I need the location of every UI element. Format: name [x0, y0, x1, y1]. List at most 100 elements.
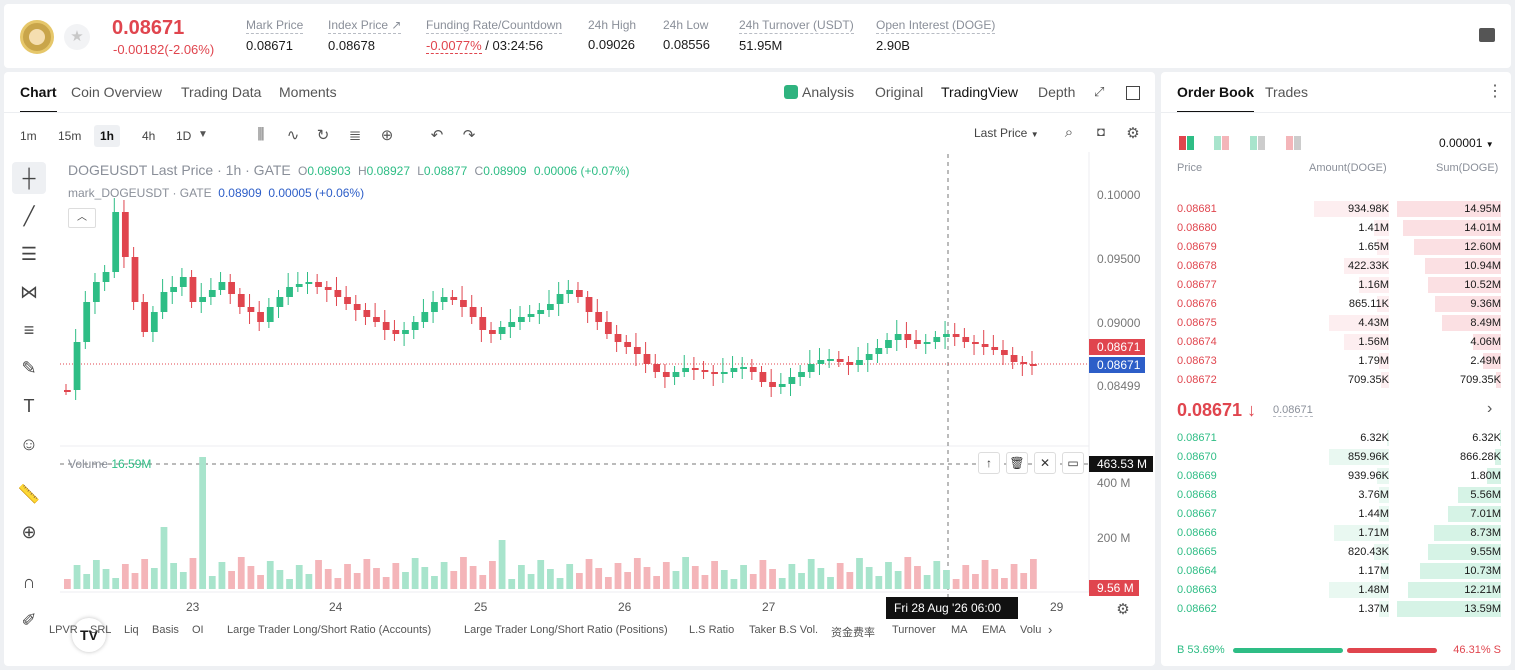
ask-row[interactable]: 0.08680 1.41M 14.01M [1177, 219, 1501, 238]
indicator-ls-positions[interactable]: Large Trader Long/Short Ratio (Positions… [464, 624, 668, 636]
stat-index-price[interactable]: Index Price ↗ 0.08678 [328, 18, 402, 53]
ask-row[interactable]: 0.08672 709.35K 709.35K [1177, 371, 1501, 390]
bid-row[interactable]: 0.08668 3.76M 5.56M [1177, 486, 1501, 505]
bid-row[interactable]: 0.08665 820.43K 9.55M [1177, 543, 1501, 562]
bid-row[interactable]: 0.08663 1.48M 12.21M [1177, 581, 1501, 600]
price-source-select[interactable]: Last Price ▼ [974, 126, 1039, 140]
indicators-icon[interactable]: ∿ [286, 127, 300, 144]
ask-row[interactable]: 0.08675 4.43M 8.49M [1177, 314, 1501, 333]
ask-row[interactable]: 0.08679 1.65M 12.60M [1177, 238, 1501, 257]
tab-tradingview[interactable]: TradingView [941, 84, 1019, 100]
pencil-lock-icon[interactable]: ✐ [21, 610, 37, 630]
tab-trading-data[interactable]: Trading Data [181, 84, 262, 100]
add-alert-icon[interactable]: ⊕ [380, 127, 394, 144]
timeframe-1m[interactable]: 1m [20, 129, 37, 143]
indicator-turnover[interactable]: Turnover [892, 624, 936, 636]
timeframe-dropdown-icon[interactable]: ▼ [198, 129, 208, 140]
ask-row[interactable]: 0.08674 1.56M 4.06M [1177, 333, 1501, 352]
collapse-legend-button[interactable]: ︿ [68, 208, 96, 228]
ask-row[interactable]: 0.08676 865.11K 9.36M [1177, 295, 1501, 314]
stat-24h-turnover[interactable]: 24h Turnover (USDT) 51.95M [739, 18, 854, 53]
crosshair-icon[interactable]: ┼ [12, 162, 46, 194]
book-icon[interactable] [1479, 28, 1495, 42]
ask-row[interactable]: 0.08678 422.33K 10.94M [1177, 257, 1501, 276]
candlestick-chart[interactable] [4, 72, 1155, 666]
tab-depth[interactable]: Depth [1038, 84, 1076, 100]
brush-icon[interactable]: ✎ [21, 358, 37, 378]
indicator-volume[interactable]: Volu [1020, 624, 1042, 636]
tab-moments[interactable]: Moments [279, 84, 337, 100]
chevron-right-icon[interactable]: › [1487, 400, 1493, 417]
bid-row[interactable]: 0.08670 859.96K 866.28K [1177, 448, 1501, 467]
view-both-icon[interactable] [1179, 136, 1195, 150]
bid-row[interactable]: 0.08667 1.44M 7.01M [1177, 505, 1501, 524]
ask-row[interactable]: 0.08681 934.98K 14.95M [1177, 200, 1501, 219]
bid-row[interactable]: 0.08669 939.96K 1.80M [1177, 467, 1501, 486]
collapse-pane-icon[interactable]: ✕ [1034, 452, 1056, 474]
trendline-icon[interactable]: ╱ [23, 206, 35, 226]
favorite-star-icon[interactable]: ★ [64, 24, 90, 50]
reset-axis-icon[interactable]: ⚙ [1116, 601, 1130, 618]
camera-icon[interactable]: ◘ [1097, 124, 1105, 139]
zoom-in-icon[interactable]: ⊕ [21, 522, 37, 542]
indicator-liq[interactable]: Liq [124, 624, 139, 636]
indicator-basis[interactable]: Basis [152, 624, 179, 636]
text-icon[interactable]: T [23, 396, 35, 416]
search-icon[interactable]: ⌕ [1064, 124, 1074, 141]
timeframe-15m[interactable]: 15m [58, 129, 82, 143]
templates-icon[interactable]: ≣ [348, 127, 362, 144]
undo-icon[interactable]: ↶ [430, 127, 444, 144]
emoji-icon[interactable]: ☺ [19, 434, 39, 454]
indicator-ema[interactable]: EMA [982, 624, 1006, 636]
indicator-taker-vol[interactable]: Taker B.S Vol. [749, 624, 819, 636]
indicator-lpvr[interactable]: LPVR [49, 624, 78, 636]
fib-icon[interactable]: ≡ [23, 320, 35, 340]
bid-row[interactable]: 0.08671 6.32K 6.32K [1177, 429, 1501, 448]
candle-body [537, 310, 545, 314]
stat-mark-price[interactable]: Mark Price 0.08671 [246, 18, 304, 53]
view-asks-icon[interactable] [1250, 136, 1266, 150]
bid-row[interactable]: 0.08666 1.71M 8.73M [1177, 524, 1501, 543]
tab-order-book[interactable]: Order Book [1177, 84, 1255, 113]
indicator-srl[interactable]: SRL [90, 624, 112, 636]
sell-ratio-bar [1347, 648, 1437, 653]
timeframe-4h[interactable]: 4h [142, 129, 156, 143]
chevron-right-icon[interactable]: › [1048, 622, 1053, 637]
stat-funding-rate[interactable]: Funding Rate/Countdown -0.0077% / 03:24:… [426, 18, 563, 54]
view-trades-icon[interactable] [1286, 136, 1302, 150]
expand-icon[interactable]: ⤢ [1094, 84, 1105, 99]
indicator-funding-rate[interactable]: 资金费率 [831, 627, 875, 639]
precision-select[interactable]: 0.00001 ▼ [1439, 136, 1494, 150]
fullscreen-icon[interactable] [1126, 86, 1140, 100]
timeframe-1h[interactable]: 1h [94, 125, 121, 147]
indicator-ma[interactable]: MA [951, 624, 968, 636]
maximize-pane-icon[interactable]: ▭ [1062, 452, 1084, 474]
ruler-icon[interactable]: 📏 [17, 484, 41, 504]
candle-type-icon[interactable]: ⫼ [257, 126, 265, 143]
view-bids-icon[interactable] [1214, 136, 1230, 150]
tradingview-logo[interactable]: TV [72, 618, 106, 652]
pattern-icon[interactable]: ⋈ [20, 282, 38, 302]
indicator-ls-ratio[interactable]: L.S Ratio [689, 624, 735, 636]
tab-original[interactable]: Original [875, 84, 924, 100]
timeframe-1d[interactable]: 1D [176, 129, 192, 143]
x-tick: 24 [329, 600, 343, 614]
bid-row[interactable]: 0.08664 1.17M 10.73M [1177, 562, 1501, 581]
horizontal-lines-icon[interactable]: ☰ [20, 244, 38, 264]
indicator-oi[interactable]: OI [192, 624, 204, 636]
indicator-ls-accounts[interactable]: Large Trader Long/Short Ratio (Accounts) [227, 624, 432, 636]
tab-coin-overview[interactable]: Coin Overview [71, 84, 163, 100]
move-up-icon[interactable]: ↑ [978, 452, 1000, 474]
compare-icon[interactable]: ↻ [316, 127, 330, 144]
gear-icon[interactable]: ⚙ [1126, 125, 1140, 142]
more-icon[interactable]: ⋮ [1487, 83, 1503, 100]
magnet-icon[interactable]: ∩ [22, 572, 36, 592]
tab-trades[interactable]: Trades [1265, 84, 1309, 100]
tab-analysis[interactable]: Analysis [784, 84, 854, 100]
redo-icon[interactable]: ↷ [462, 127, 476, 144]
ask-row[interactable]: 0.08673 1.79M 2.49M [1177, 352, 1501, 371]
stat-open-interest[interactable]: Open Interest (DOGE) 2.90B [876, 18, 996, 53]
delete-icon[interactable]: 🗑 [1006, 452, 1028, 474]
bid-row[interactable]: 0.08662 1.37M 13.59M [1177, 600, 1501, 619]
ask-row[interactable]: 0.08677 1.16M 10.52M [1177, 276, 1501, 295]
